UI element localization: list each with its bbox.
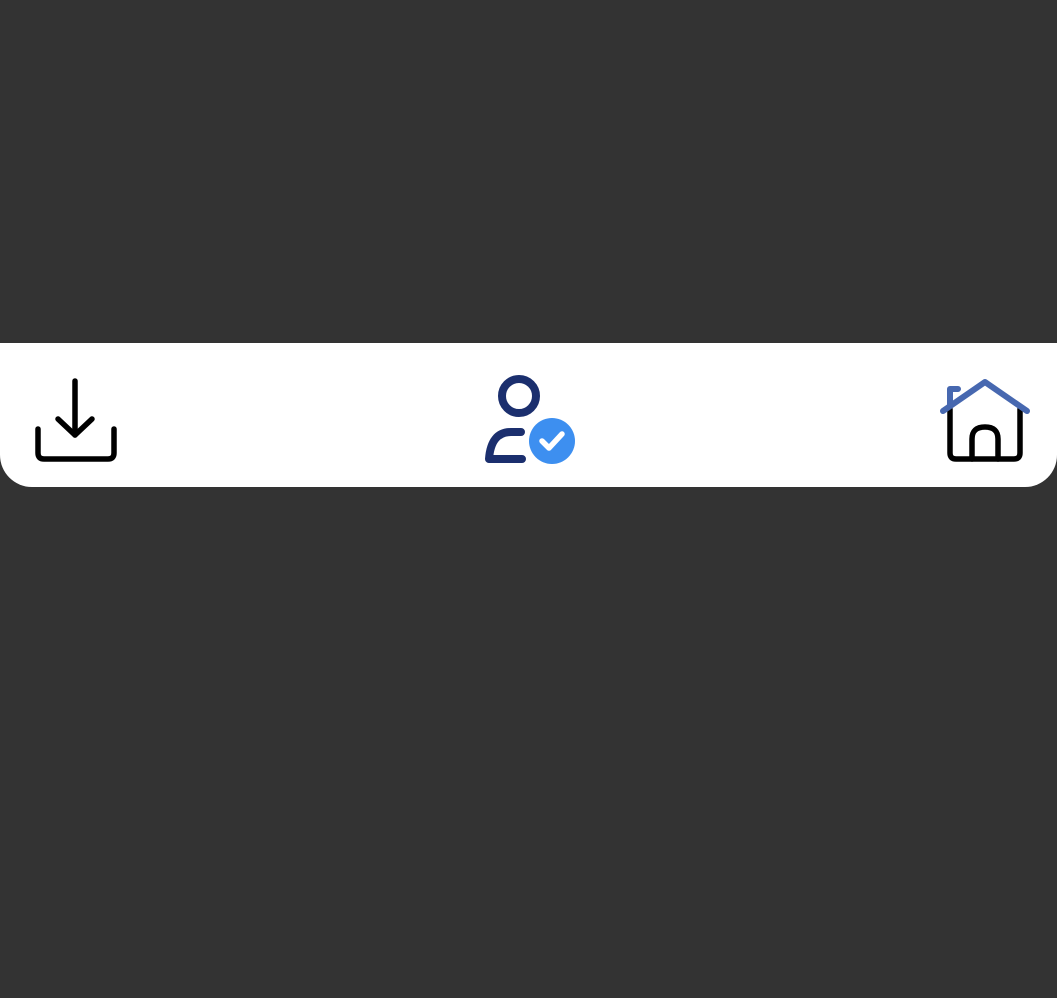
home-icon <box>940 379 1030 462</box>
bottom-navigation-bar <box>0 343 1057 487</box>
profile-button[interactable] <box>478 369 582 469</box>
home-button[interactable] <box>936 375 1034 467</box>
download-button[interactable] <box>28 375 124 467</box>
download-icon <box>35 378 117 462</box>
user-verified-icon <box>485 375 575 464</box>
